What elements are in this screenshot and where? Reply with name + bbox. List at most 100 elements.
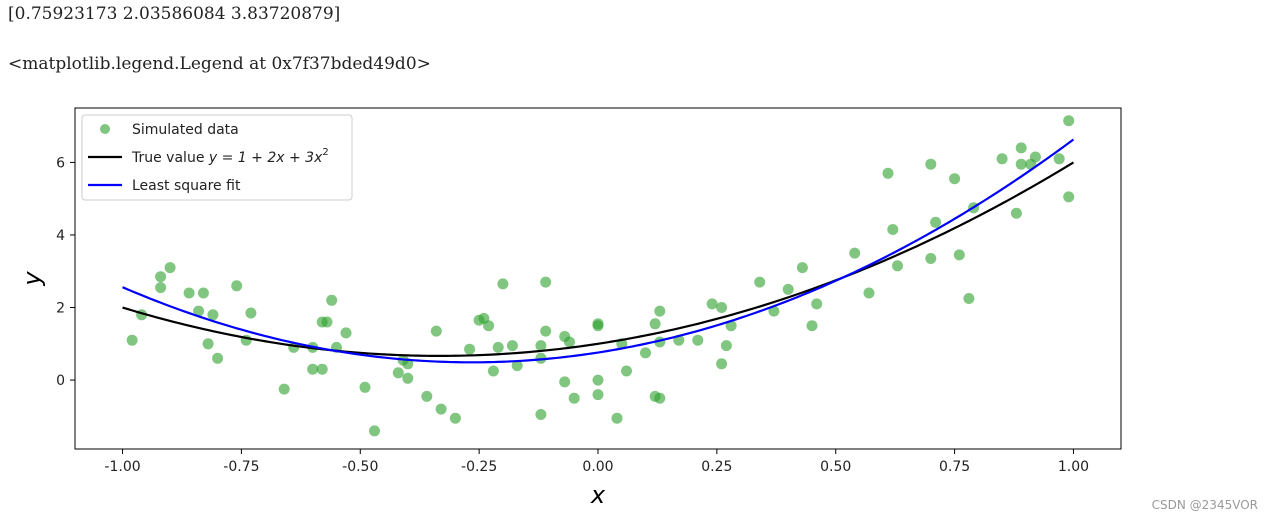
data-point [930,216,942,228]
x-tick-label: -0.50 [342,459,378,475]
data-point [392,367,404,379]
legend-box [81,114,353,201]
output-array-text: [0.75923173 2.03586084 3.83720879] [8,4,341,24]
data-point [716,302,728,313]
x-tick-label: 0.75 [939,459,970,475]
data-point [654,392,666,404]
y-axis-label: y [18,271,46,287]
data-point [435,403,447,415]
legend-label-true-value: True value y = 1 + 2x + 3x2 [131,147,329,166]
data-point [640,347,651,359]
data-point [806,320,818,332]
x-tick-label: 0.25 [701,459,732,475]
legend-label-true-value-sup: 2 [322,147,328,158]
data-point [278,383,290,395]
data-point [621,365,632,377]
data-point [487,365,499,377]
data-point [564,336,575,348]
data-point [892,260,903,272]
data-point [464,343,476,355]
data-point [592,318,604,330]
data-point [231,280,243,292]
least-square-fit-curve [122,138,1075,364]
data-point [155,271,167,283]
data-point [996,153,1008,165]
data-point [1029,151,1041,163]
x-tick-label: -0.75 [223,459,259,475]
data-point [849,247,861,259]
true-value-curve [122,161,1075,357]
data-point [1015,158,1027,170]
data-point [449,412,461,424]
y-tick-label: 6 [56,155,65,171]
data-point [340,327,352,339]
data-point [430,325,442,337]
legend-label-least-square-fit: Least square fit [132,178,241,194]
data-point [863,287,875,299]
data-point [492,341,504,353]
data-point [307,363,319,375]
data-point [925,158,937,170]
data-point [706,298,718,310]
data-point [754,276,766,288]
data-point [155,282,167,294]
data-point [716,358,728,370]
data-point [692,334,704,346]
scatter-points [126,115,1075,437]
data-point [592,389,604,401]
legend-marker-simulated-data [100,124,110,134]
data-point [1053,153,1065,165]
x-tick-label: -0.25 [461,459,497,475]
data-point [197,287,209,299]
data-point [497,278,509,290]
legend: Simulated data True value y = 1 + 2x + 3… [81,114,353,201]
data-point [202,338,214,350]
data-point [540,276,552,288]
y-tick-label: 0 [56,373,65,389]
data-point [559,376,571,388]
data-point [316,363,328,375]
data-point [811,298,823,310]
data-point [796,262,808,274]
data-point [768,305,780,317]
data-point [1010,207,1022,219]
data-point [164,262,176,274]
output-legend-repr-text: <matplotlib.legend.Legend at 0x7f37bded4… [8,54,431,74]
data-point [782,283,794,295]
data-point [925,253,937,264]
data-point [212,352,224,364]
data-point [369,425,380,437]
y-axis-ticks: 0 2 4 6 [56,155,75,389]
data-point [953,249,965,261]
data-point [511,360,523,372]
data-point [483,320,495,332]
data-point [882,167,894,179]
data-point [1015,142,1027,154]
data-point [1063,115,1075,127]
legend-label-true-value-math: y = 1 + 2x + 3x [208,150,323,166]
data-point [535,409,547,420]
x-tick-label: -1.00 [104,459,140,475]
data-point [963,293,975,304]
legend-label-true-value-prefix: True value [131,150,209,166]
x-tick-label: 0.00 [582,459,613,475]
x-axis-label: x [590,481,606,509]
data-point [568,392,580,404]
data-point [720,340,732,352]
x-tick-label: 0.50 [820,459,851,475]
data-point [535,340,547,352]
y-tick-label: 4 [56,228,65,244]
data-point [654,305,666,317]
data-point [540,325,552,337]
data-point [183,287,195,299]
legend-label-simulated-data: Simulated data [132,122,239,138]
data-point [207,309,219,321]
data-point [326,294,338,306]
data-point [402,372,414,384]
x-tick-label: 1.00 [1058,459,1089,475]
fit-lines [122,138,1075,364]
data-point [949,173,961,185]
data-point [649,318,661,330]
x-axis-ticks: -1.00 -0.75 -0.50 -0.25 0.00 0.25 0.50 0.75 1.00 [104,449,1089,475]
